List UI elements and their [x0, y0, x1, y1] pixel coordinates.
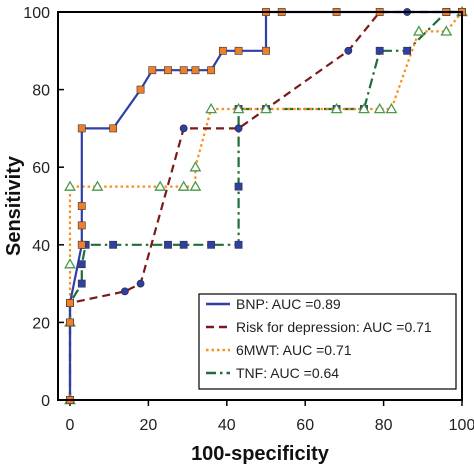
- series-marker: [234, 240, 243, 249]
- series-marker: [136, 279, 145, 288]
- series-marker: [344, 46, 353, 55]
- series-marker: [373, 102, 386, 114]
- series-marker: [77, 240, 86, 249]
- series-marker: [154, 180, 167, 191]
- series-marker: [109, 240, 118, 249]
- y-tick-labels: 0 20 40 60 80 100: [23, 5, 50, 410]
- series-marker: [189, 180, 202, 191]
- series-marker: [109, 124, 118, 133]
- plot-frame: [57, 11, 463, 401]
- series-marker: [164, 240, 172, 249]
- series-marker: [260, 102, 272, 114]
- series-marker: [207, 240, 216, 249]
- series-marker: [207, 66, 216, 75]
- series-marker: [218, 46, 227, 55]
- series-marker: [234, 124, 243, 133]
- series-marker: [403, 46, 412, 55]
- series-marker: [205, 102, 218, 114]
- series-marker: [358, 102, 370, 114]
- y-tick-label: 0: [41, 393, 50, 410]
- series-marker: [179, 66, 188, 75]
- series-marker: [191, 66, 200, 75]
- x-tick-labels: 0 20 40 60 80 100: [66, 417, 474, 434]
- series-marker: [234, 182, 243, 191]
- y-axis-title: Sensitivity: [3, 155, 25, 256]
- x-tick-label: 20: [140, 417, 158, 434]
- x-tick-label: 80: [375, 417, 393, 434]
- legend-label: BNP: AUC =0.89: [236, 296, 341, 312]
- series-marker: [262, 46, 270, 55]
- series-marker: [179, 240, 188, 249]
- legend-label: Risk for depression: AUC =0.71: [236, 319, 432, 335]
- series-marker: [234, 46, 243, 55]
- series-marker: [64, 180, 76, 191]
- x-tick-label: 60: [296, 417, 314, 434]
- series-marker: [385, 102, 398, 114]
- y-tick-label: 20: [32, 315, 50, 332]
- x-tick-label: 40: [218, 417, 236, 434]
- series-marker: [189, 161, 202, 172]
- series-marker: [164, 66, 172, 75]
- x-tick-label: 0: [66, 417, 75, 434]
- x-axis-title: 100-specificity: [191, 443, 330, 465]
- series-marker: [136, 85, 145, 94]
- y-tick-label: 80: [32, 83, 50, 100]
- series-marker: [77, 202, 86, 210]
- series-marker: [232, 102, 245, 114]
- series-marker: [177, 180, 190, 191]
- series-marker: [179, 124, 188, 133]
- series-marker: [148, 66, 157, 75]
- series-marker: [91, 180, 104, 191]
- series-marker: [77, 221, 86, 230]
- series-marker: [440, 25, 453, 36]
- series-marker: [330, 102, 343, 114]
- y-tick-label: 100: [23, 5, 50, 22]
- legend-label: TNF: AUC =0.64: [236, 365, 339, 381]
- series-marker: [375, 46, 384, 55]
- series-marker: [66, 299, 74, 307]
- y-tick-label: 40: [32, 238, 50, 255]
- series-marker: [77, 260, 86, 269]
- series-marker: [77, 124, 86, 133]
- legend-label: 6MWT: AUC =0.71: [236, 342, 352, 358]
- series-marker: [64, 258, 76, 269]
- series-marker: [120, 287, 129, 296]
- series-marker: [77, 279, 86, 288]
- y-tick-label: 60: [32, 160, 50, 177]
- series-marker: [412, 25, 425, 36]
- series-marker: [66, 318, 74, 327]
- legend-box: [198, 293, 457, 390]
- series-line: [68, 10, 462, 400]
- legend: BNP: AUC =0.89 Risk for depression: AUC =…: [198, 293, 457, 390]
- x-tick-label: 100: [449, 417, 474, 434]
